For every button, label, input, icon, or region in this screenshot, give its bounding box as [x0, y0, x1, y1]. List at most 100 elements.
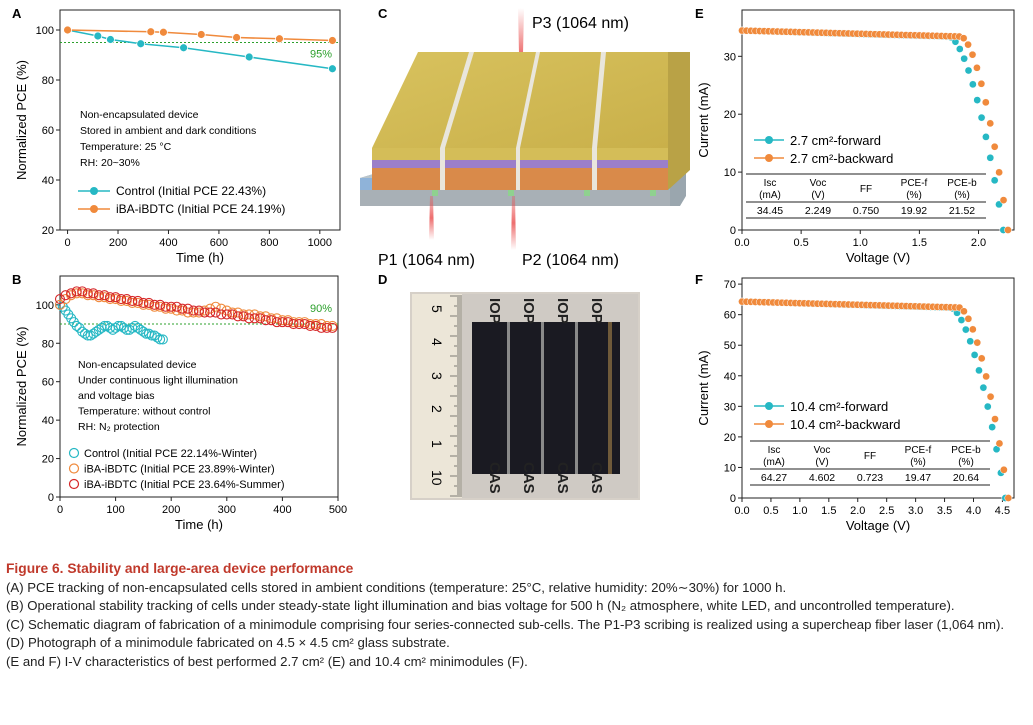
figure-canvas: A B C D E F 0 200 400 600 800 100020406080100…: [12, 6, 1015, 533]
label-p3: P3 (1064 nm): [532, 15, 629, 32]
y-tick-label: 40: [724, 371, 736, 383]
data-point: [93, 31, 103, 41]
interconnect-2: [508, 190, 514, 196]
data-point: [266, 315, 277, 326]
stack-right-face: [668, 52, 690, 190]
data-point: [54, 294, 66, 305]
data-point: [244, 52, 254, 62]
legend-label: 10.4 cm²-backward: [790, 417, 901, 432]
table-header: Isc (mA): [763, 445, 785, 468]
iv-point: [999, 196, 1008, 204]
y-tick-label: 80: [42, 75, 54, 87]
iv-point: [964, 40, 972, 49]
x-axis-label: Time (h): [176, 250, 224, 265]
annotation-line: Non-encapsulated device: [80, 109, 199, 121]
photo-label-top: IOP: [588, 298, 605, 324]
legend-label: 10.4 cm²-forward: [790, 399, 888, 414]
y-tick-label: 100: [36, 25, 54, 37]
legend-marker: [765, 420, 773, 428]
y-tick-label: 70: [724, 279, 736, 291]
table-cell: 34.45: [757, 205, 783, 217]
x-tick-label: 3.0: [908, 505, 923, 517]
iv-point: [983, 402, 992, 411]
y-axis-label: Normalized PCE (%): [14, 327, 29, 447]
ruler-ticks: [450, 295, 462, 497]
data-point: [277, 317, 288, 328]
data-point: [130, 320, 141, 332]
x-tick-label: 100: [106, 504, 124, 516]
data-point: [243, 309, 255, 320]
iv-point: [959, 34, 968, 43]
data-point: [238, 311, 249, 322]
table-cell: 20.64: [953, 472, 979, 484]
data-point: [260, 315, 271, 326]
data-point: [155, 334, 166, 345]
table-cell: 2.249: [805, 205, 831, 217]
reference-label: 95%: [310, 49, 332, 61]
chart-a: 0 200 400 600 800 1000 20 40 60 80 100 Time (h) Norm…: [14, 9, 341, 265]
data-point: [232, 311, 243, 322]
table-header: FF: [860, 184, 872, 195]
annotation-line: RH: 20~30%: [80, 157, 140, 169]
data-point: [316, 318, 327, 330]
x-axis-label: Time (h): [175, 517, 223, 532]
legend-label: iBA-iBDTC (Initial PCE 23.89%-Winter): [84, 464, 275, 476]
data-point: [113, 320, 124, 332]
data-point: [132, 322, 143, 333]
photo-label-top: IOP: [486, 298, 503, 324]
data-point: [159, 27, 168, 37]
table-header: Voc (V): [814, 445, 831, 468]
data-point: [132, 295, 143, 307]
y-axis-label: Current (mA): [696, 350, 711, 425]
iv-point: [975, 366, 983, 375]
panel-label-c: C: [378, 6, 388, 21]
data-point: [77, 286, 88, 297]
photo-label-bottom: CAS: [486, 462, 503, 494]
data-point: [96, 322, 107, 333]
x-tick-label: 0: [65, 237, 71, 249]
legend-label: iBA-iBDTC (Initial PCE 23.64%-Summer): [84, 479, 285, 491]
data-point: [110, 292, 121, 303]
data-point: [193, 305, 205, 316]
interconnect-1: [432, 190, 438, 196]
caption-a: (A) PCE tracking of non-encapsulated cel…: [6, 579, 787, 595]
x-tick-label: 400: [273, 504, 291, 516]
table-cell: 0.723: [857, 472, 883, 484]
legend-marker: [765, 136, 773, 144]
data-point: [127, 295, 138, 307]
caption-title: Figure 6. Stability and large-area devic…: [6, 561, 354, 576]
iv-point: [961, 325, 970, 334]
iv-point: [968, 50, 977, 59]
data-point: [146, 27, 156, 37]
data-point: [93, 290, 104, 301]
data-point: [188, 305, 199, 316]
iv-point: [986, 119, 995, 128]
data-point: [299, 318, 310, 330]
iv-point: [986, 153, 995, 162]
table-header: PCE-f (%): [901, 178, 928, 201]
data-point: [63, 25, 72, 35]
data-point: [99, 320, 110, 332]
data-point: [104, 292, 116, 303]
data-point: [82, 288, 93, 299]
legend-label: Control (Initial PCE 22.43%): [116, 184, 266, 198]
table-header: Voc (V): [810, 178, 827, 201]
table-header: FF: [864, 451, 876, 462]
data-point: [93, 324, 104, 335]
iv-point: [968, 325, 977, 334]
plot-frame: [59, 275, 339, 498]
photo-label-top: IOP: [554, 298, 571, 324]
y-tick-label: 60: [724, 310, 736, 322]
iv-point: [995, 439, 1004, 448]
data-point: [149, 330, 160, 341]
y-tick-label: 40: [42, 175, 54, 187]
caption-ef: (E and F) I-V characteristics of best pe…: [6, 653, 528, 669]
x-tick-label: 200: [109, 237, 127, 249]
iv-point: [988, 423, 997, 431]
data-point: [82, 330, 93, 341]
data-point: [275, 34, 284, 44]
legend-marker: [68, 463, 80, 474]
y-tick-label: 20: [724, 432, 736, 444]
iv-point: [995, 168, 1003, 177]
data-point: [210, 307, 221, 318]
